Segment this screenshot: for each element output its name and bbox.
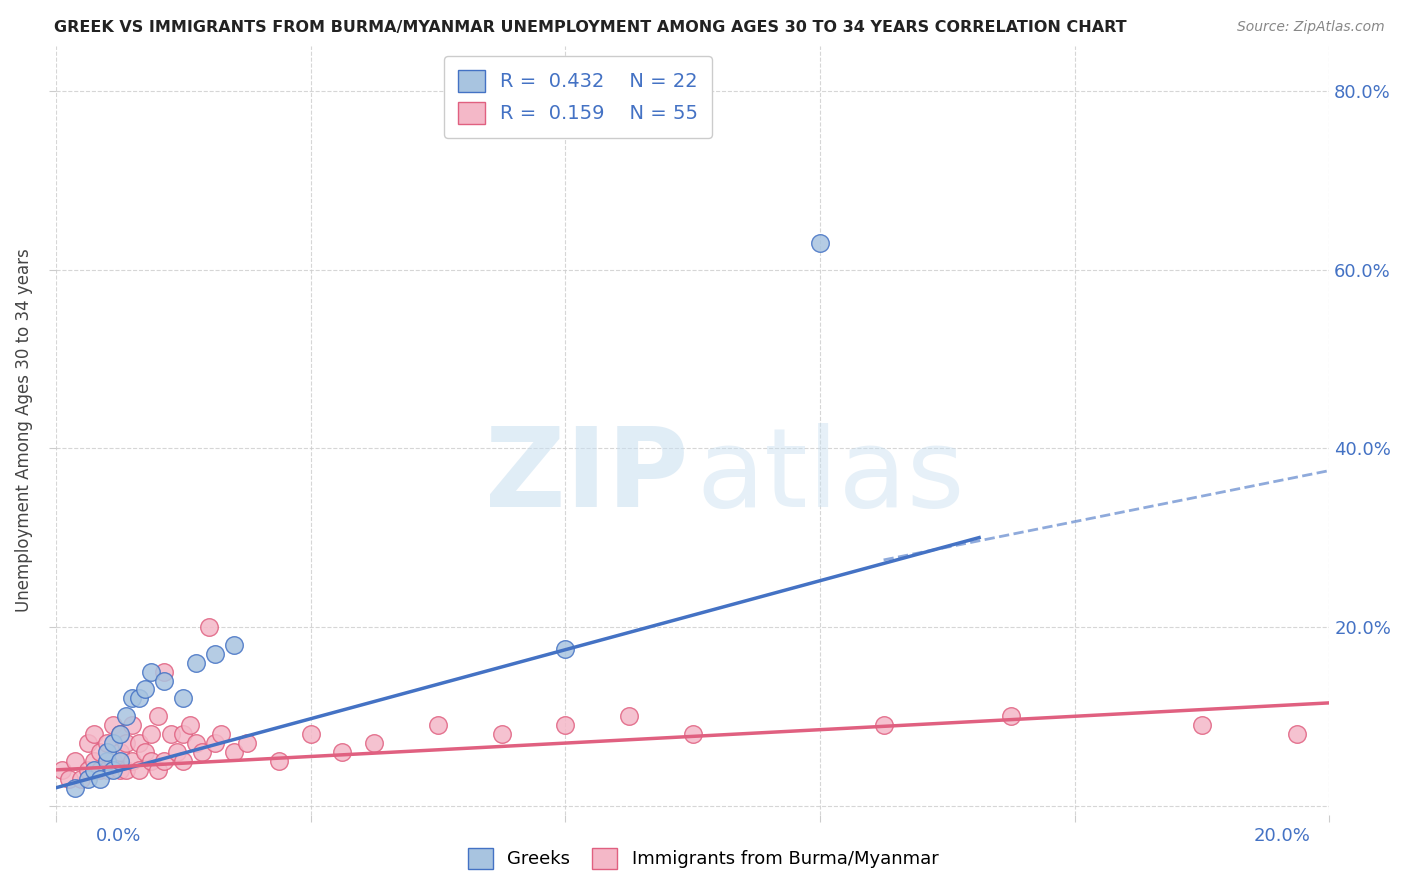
Point [172, 727, 194, 741]
Point [267, 754, 290, 768]
Point [96, 736, 118, 750]
Point [103, 754, 125, 768]
Point [363, 736, 385, 750]
Point [224, 638, 246, 652]
Point [1191, 718, 1213, 732]
Y-axis label: Unemployment Among Ages 30 to 34 years: Unemployment Among Ages 30 to 34 years [15, 249, 32, 612]
Point [108, 763, 131, 777]
Point [224, 745, 246, 759]
Point [89, 763, 111, 777]
Point [153, 665, 176, 679]
Point [58, 772, 80, 786]
Point [153, 754, 176, 768]
Point [63, 780, 86, 795]
Text: atlas: atlas [696, 423, 965, 530]
Point [108, 754, 131, 768]
Point [108, 727, 131, 741]
Point [83, 727, 105, 741]
Point [682, 727, 704, 741]
Point [115, 736, 138, 750]
Point [204, 736, 226, 750]
Point [121, 718, 143, 732]
Point [63, 754, 86, 768]
Point [159, 727, 181, 741]
Point [89, 745, 111, 759]
Point [236, 736, 259, 750]
Point [103, 763, 125, 777]
Point [554, 718, 576, 732]
Point [89, 772, 111, 786]
Point [96, 754, 118, 768]
Point [103, 736, 125, 750]
Point [172, 691, 194, 706]
Point [76, 763, 98, 777]
Point [128, 736, 150, 750]
Point [808, 235, 831, 250]
Point [184, 736, 207, 750]
Point [179, 718, 201, 732]
Point [70, 772, 93, 786]
Legend: R =  0.432    N = 22, R =  0.159    N = 55: R = 0.432 N = 22, R = 0.159 N = 55 [444, 56, 711, 137]
Point [166, 745, 188, 759]
Point [872, 718, 894, 732]
Point [141, 665, 163, 679]
Point [299, 727, 322, 741]
Point [146, 709, 169, 723]
Point [617, 709, 640, 723]
Point [108, 727, 131, 741]
Point [141, 754, 163, 768]
Point [134, 682, 156, 697]
Point [103, 718, 125, 732]
Point [554, 642, 576, 657]
Point [51, 763, 73, 777]
Point [76, 736, 98, 750]
Point [1286, 727, 1309, 741]
Point [1000, 709, 1022, 723]
Point [197, 620, 219, 634]
Point [211, 727, 233, 741]
Point [115, 709, 138, 723]
Point [191, 745, 214, 759]
Point [172, 754, 194, 768]
Point [115, 763, 138, 777]
Text: ZIP: ZIP [485, 423, 689, 530]
Point [108, 745, 131, 759]
Point [134, 745, 156, 759]
Point [146, 763, 169, 777]
Point [426, 718, 449, 732]
Point [83, 754, 105, 768]
Text: 20.0%: 20.0% [1254, 827, 1310, 845]
Point [76, 772, 98, 786]
Legend: Greeks, Immigrants from Burma/Myanmar: Greeks, Immigrants from Burma/Myanmar [460, 840, 946, 876]
Point [141, 727, 163, 741]
Point [96, 763, 118, 777]
Point [491, 727, 513, 741]
Point [184, 656, 207, 670]
Point [153, 673, 176, 688]
Text: 0.0%: 0.0% [96, 827, 141, 845]
Point [96, 745, 118, 759]
Point [121, 691, 143, 706]
Text: GREEK VS IMMIGRANTS FROM BURMA/MYANMAR UNEMPLOYMENT AMONG AGES 30 TO 34 YEARS CO: GREEK VS IMMIGRANTS FROM BURMA/MYANMAR U… [55, 20, 1126, 35]
Point [83, 763, 105, 777]
Point [121, 754, 143, 768]
Point [332, 745, 354, 759]
Point [128, 691, 150, 706]
Text: Source: ZipAtlas.com: Source: ZipAtlas.com [1237, 20, 1385, 34]
Point [204, 647, 226, 661]
Point [128, 763, 150, 777]
